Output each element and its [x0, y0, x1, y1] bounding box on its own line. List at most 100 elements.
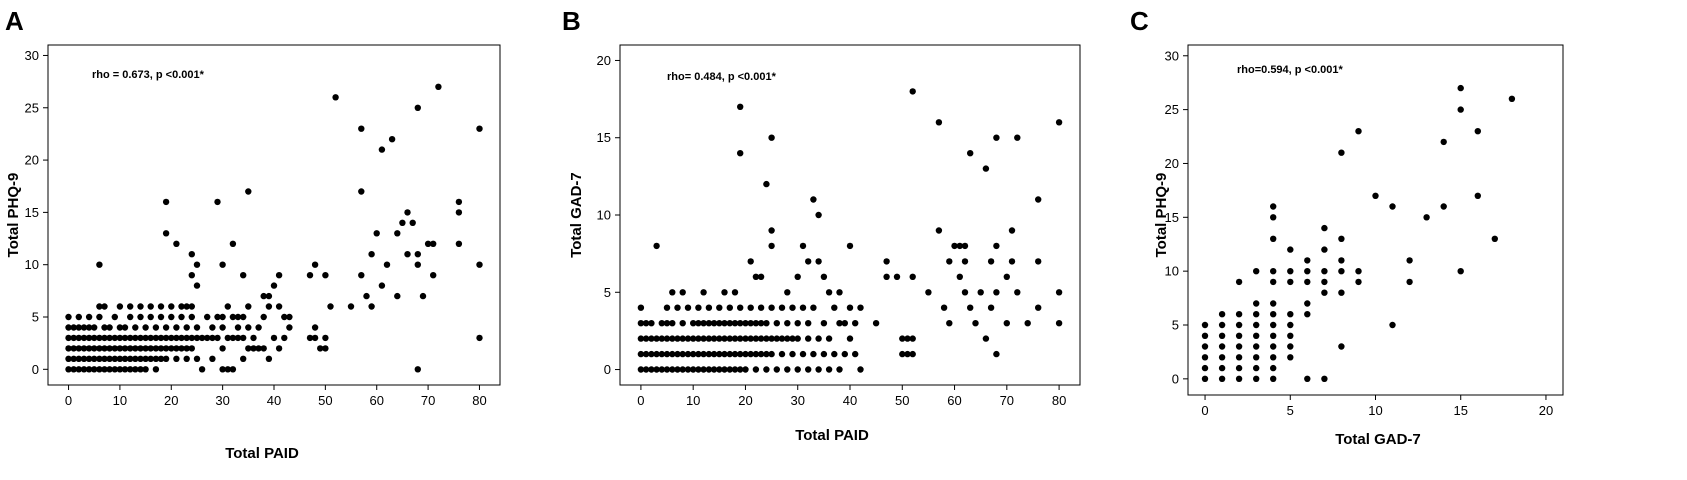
scatter-point [245, 303, 252, 310]
scatter-point [214, 313, 221, 321]
scatter-point [648, 366, 655, 373]
scatter-point [132, 324, 139, 331]
scatter-point [101, 324, 108, 331]
scatter-point [737, 304, 744, 311]
scatter-point [1270, 311, 1277, 318]
scatter-panel-c: C 0 5 10 15 20 25 30 0 5 10 15 20 Total GAD-7 Total PH… [1130, 6, 1564, 448]
scatter-point [116, 303, 124, 310]
scatter-point [219, 366, 226, 373]
scatter-point [1423, 214, 1430, 221]
scatter-point [265, 303, 273, 310]
scatter-point [909, 335, 916, 342]
scatter-point [700, 289, 707, 296]
scatter-point [234, 334, 242, 342]
scatter-point [836, 320, 843, 327]
scatter-point [1355, 278, 1362, 286]
scatter-point [1270, 278, 1277, 286]
scatter-point [106, 324, 113, 331]
scatter-point [188, 345, 195, 352]
scatter-point [883, 258, 890, 265]
scatter-point [219, 324, 226, 331]
scatter-point [193, 261, 201, 268]
scatter-point [899, 335, 906, 342]
scatter-point [188, 303, 195, 310]
scatter-point [106, 366, 113, 373]
scatter-point [111, 345, 119, 352]
scatter-point [101, 345, 108, 352]
scatter-point [75, 345, 83, 352]
y-tick-label: 10 [597, 208, 611, 223]
scatter-point [157, 345, 165, 352]
scatter-point [260, 313, 267, 321]
scatter-point [245, 188, 252, 195]
scatter-point [841, 320, 848, 327]
scatter-point [1457, 106, 1464, 113]
scatter-point [987, 258, 995, 265]
scatter-point [674, 335, 681, 342]
scatter-point [794, 366, 801, 373]
scatter-point [1270, 343, 1277, 350]
scatter-point [846, 335, 854, 342]
scatter-point [306, 334, 314, 342]
y-tick-label: 10 [1165, 264, 1179, 279]
scatter-point [684, 350, 692, 358]
scatter-point [260, 292, 267, 300]
scatter-point [799, 350, 807, 358]
scatter-point [1253, 364, 1260, 372]
x-tick-label: 50 [318, 393, 332, 408]
scatter-point [1201, 343, 1209, 350]
scatter-point [116, 345, 124, 352]
scatter-point [763, 180, 770, 188]
scatter-point [825, 289, 833, 296]
scatter-point [852, 320, 859, 327]
scatter-point [752, 366, 760, 373]
scatter-point [710, 335, 718, 342]
scatter-point [642, 350, 650, 358]
scatter-point [757, 273, 765, 280]
scatter-point [394, 292, 401, 300]
scatter-point [106, 334, 113, 342]
correlation-annotation: rho=0.594, p <0.001* [1237, 64, 1344, 76]
scatter-point [951, 242, 958, 250]
scatter-point [121, 355, 129, 362]
scatter-point [311, 334, 319, 342]
scatter-point [414, 366, 421, 373]
scatter-point [940, 304, 948, 311]
scatter-point [219, 261, 226, 268]
scatter-point [768, 242, 775, 250]
scatter-point [85, 355, 93, 362]
scatter-point [1270, 364, 1277, 372]
scatter-point [317, 345, 324, 352]
scatter-point [178, 313, 185, 321]
scatter-point [857, 304, 864, 311]
scatter-point [234, 313, 242, 321]
scatter-point [183, 355, 190, 362]
scatter-point [690, 335, 697, 342]
scatter-point [695, 320, 702, 327]
scatter-point [80, 324, 88, 331]
scatter-point [80, 334, 88, 342]
scatter-point [1304, 311, 1311, 318]
scatter-point [193, 324, 201, 331]
scatter-point [96, 345, 103, 352]
scatter-point [152, 355, 160, 362]
scatter-point [1406, 278, 1413, 286]
scatter-point [1491, 235, 1499, 242]
scatter-point [209, 324, 216, 331]
scatter-point [147, 313, 154, 321]
plot-frame [1187, 44, 1564, 396]
scatter-point [1253, 268, 1260, 275]
scatter-point [695, 366, 702, 373]
x-tick-label: 40 [843, 393, 857, 408]
scatter-point [883, 273, 890, 280]
scatter-point [168, 345, 175, 352]
scatter-point [737, 150, 744, 157]
scatter-point [1355, 268, 1362, 275]
scatter-point [1235, 311, 1243, 318]
scatter-point [270, 334, 278, 342]
scatter-point [1003, 273, 1010, 280]
scatter-point [1235, 278, 1243, 286]
scatter-point [690, 350, 697, 358]
scatter-point [810, 304, 817, 311]
scatter-point [204, 313, 211, 321]
